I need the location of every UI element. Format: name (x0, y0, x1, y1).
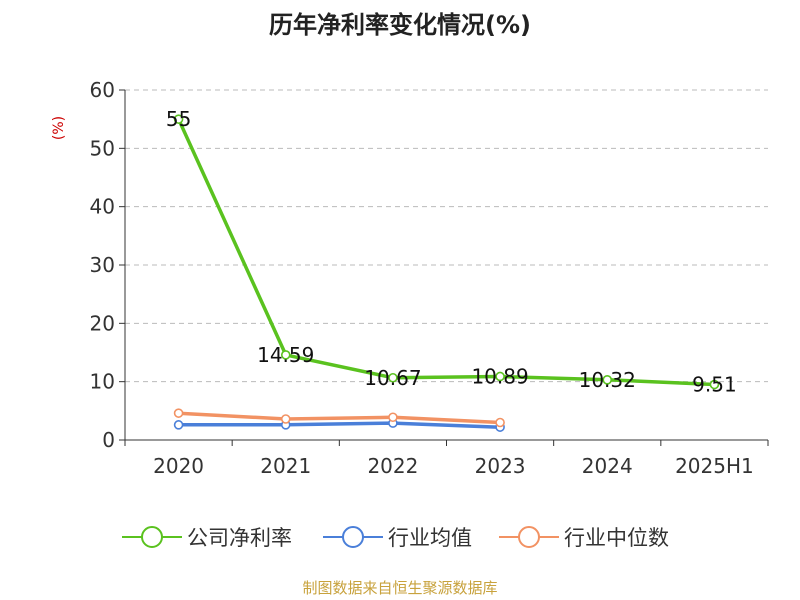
y-tick-label: 20 (90, 311, 115, 335)
grid-lines (125, 89, 768, 383)
data-point (602, 374, 613, 385)
data-point (280, 414, 291, 424)
data-point (388, 412, 398, 423)
y-tick-label: 50 (90, 136, 115, 160)
data-label: 9.51 (692, 373, 737, 397)
x-tick-label: 2025H1 (675, 454, 754, 478)
y-axis-unit-label: (%) (51, 116, 67, 140)
y-tick-label: 40 (90, 195, 115, 219)
series-line (176, 117, 717, 387)
data-label: 10.32 (579, 368, 636, 392)
source-note: 制图数据来自恒生聚源数据库 (302, 579, 497, 597)
legend-label: 公司净利率 (187, 526, 292, 550)
axes (119, 89, 769, 446)
data-point (495, 371, 505, 382)
y-tick-label: 0 (102, 428, 115, 452)
data-label: 10.67 (364, 366, 421, 390)
y-tick-label: 10 (90, 370, 115, 394)
legend-label: 行业均值 (388, 526, 472, 550)
legend-marker (342, 526, 364, 548)
chart-title: 历年净利率变化情况(%) (269, 11, 531, 39)
y-tick-label: 60 (90, 78, 115, 102)
data-label: 55 (166, 107, 191, 131)
data-labels: 55 14.59 10.67 10.89 10.32 9.51 (166, 107, 737, 396)
x-tick-label: 2024 (582, 454, 633, 478)
y-tick-label: 30 (90, 253, 115, 277)
data-label: 14.59 (257, 343, 314, 367)
data-point (173, 420, 184, 430)
x-tick-labels: 2020 2021 2022 2023 2024 2025H1 (153, 454, 754, 478)
series-line (176, 421, 502, 429)
legend-item: 行业中位数 (499, 526, 669, 550)
series-line (176, 411, 502, 425)
legend-item: 行业均值 (323, 526, 472, 550)
x-tick-label: 2021 (260, 454, 311, 478)
legend-item: 公司净利率 (122, 526, 292, 550)
data-point (173, 408, 184, 418)
legend-label: 行业中位数 (564, 526, 669, 550)
data-point (173, 114, 184, 124)
x-tick-label: 2023 (475, 454, 526, 478)
y-tick-labels: 0 10 20 30 40 50 60 (90, 78, 115, 452)
legend-marker (141, 526, 163, 548)
data-point (495, 417, 505, 428)
series-lines (173, 114, 720, 432)
legend: 公司净利率 行业均值 行业中位数 (122, 526, 669, 550)
data-point (709, 379, 720, 390)
x-tick-label: 2022 (367, 454, 418, 478)
legend-marker (518, 526, 540, 548)
data-point (280, 350, 291, 360)
data-label: 10.89 (471, 364, 528, 388)
x-tick-label: 2020 (153, 454, 204, 478)
data-point (388, 372, 398, 383)
